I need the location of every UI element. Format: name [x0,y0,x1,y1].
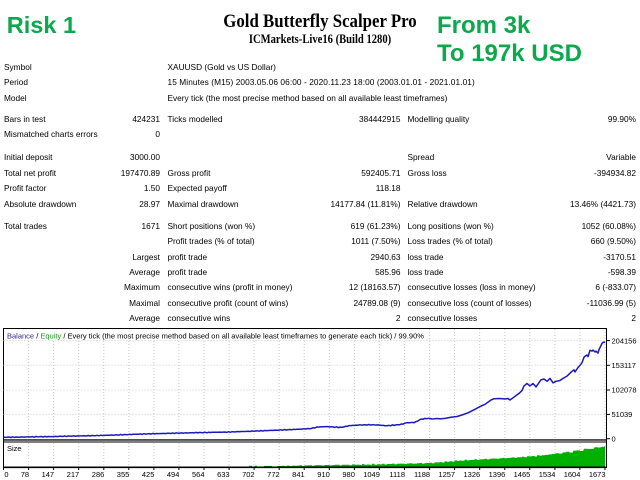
svg-text:355: 355 [117,470,130,479]
svg-text:1118: 1118 [389,470,405,479]
svg-text:Size: Size [7,444,22,453]
svg-text:772: 772 [267,470,280,479]
svg-text:1188: 1188 [414,470,430,479]
svg-text:494: 494 [167,470,180,479]
svg-text:217: 217 [67,470,80,479]
svg-text:147: 147 [42,470,55,479]
svg-text:Balance / Equity / Every tick: Balance / Equity / Every tick (the most … [7,332,424,341]
svg-text:51039: 51039 [612,410,633,419]
svg-text:564: 564 [192,470,205,479]
svg-text:633: 633 [217,470,230,479]
svg-text:1049: 1049 [363,470,380,479]
svg-text:0: 0 [612,434,616,443]
svg-text:841: 841 [292,470,305,479]
svg-text:702: 702 [242,470,255,479]
svg-text:102078: 102078 [612,386,637,395]
svg-text:1534: 1534 [539,470,556,479]
svg-text:1604: 1604 [564,470,581,479]
svg-text:425: 425 [142,470,155,479]
svg-text:78: 78 [21,470,29,479]
svg-text:286: 286 [92,470,105,479]
svg-text:980: 980 [342,470,355,479]
svg-text:153117: 153117 [612,361,636,370]
svg-text:1465: 1465 [514,470,531,479]
svg-text:1326: 1326 [464,470,481,479]
svg-text:0: 0 [4,470,8,479]
svg-text:1396: 1396 [489,470,506,479]
svg-text:1257: 1257 [438,470,455,479]
svg-text:910: 910 [317,470,330,479]
svg-text:1673: 1673 [589,470,606,479]
svg-text:204156: 204156 [612,336,637,345]
